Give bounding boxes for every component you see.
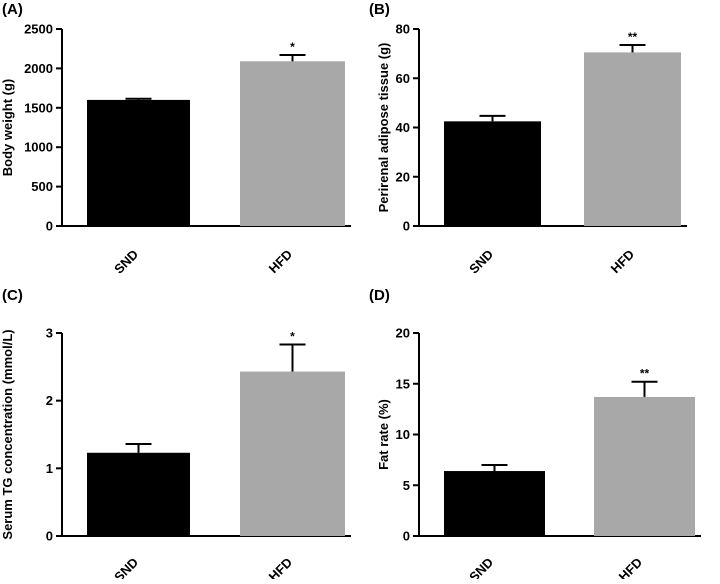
y-tick-label: 1500 [24, 100, 53, 115]
y-tick-label: 5 [403, 478, 410, 493]
bar-snd [87, 452, 190, 536]
panel-label: (B) [369, 1, 390, 18]
y-tick-label: 0 [46, 529, 53, 544]
panel-3: (D) 0 5 10 15 20 Fat rate (%) SND ** HFD [369, 287, 701, 584]
x-category-label: HFD [266, 555, 295, 579]
y-axis-title: Serum TG concentration (mmol/L) [0, 329, 15, 539]
y-tick-label: 80 [396, 22, 410, 37]
significance-marker: ** [640, 367, 650, 381]
y-axis-title: Fat rate (%) [376, 399, 391, 470]
panel-0: (A) 0 500 1000 1500 2000 2500 Body weight (g) SN… [0, 1, 351, 277]
y-axis-title: Perirenal adipose tissue (g) [376, 43, 391, 213]
y-tick-label: 2000 [24, 61, 53, 76]
bar-snd [444, 471, 545, 536]
bar-hfd [240, 371, 345, 536]
x-category-label: SND [111, 247, 141, 277]
panel-label: (D) [369, 287, 390, 304]
y-tick-label: 40 [396, 120, 410, 135]
y-tick-label: 1000 [24, 140, 53, 155]
x-category-label: HFD [608, 247, 637, 276]
bar-snd [444, 121, 541, 226]
x-category-label: HFD [616, 555, 645, 579]
y-tick-label: 3 [46, 326, 53, 341]
y-tick-label: 60 [396, 71, 410, 86]
x-category-label: SND [466, 555, 496, 579]
x-category-label: HFD [266, 247, 295, 276]
bar-snd [87, 99, 190, 226]
y-tick-label: 2 [46, 393, 53, 408]
significance-marker: * [290, 40, 295, 54]
significance-marker: * [290, 330, 295, 344]
y-tick-label: 2500 [24, 22, 53, 37]
bar-hfd [240, 61, 345, 226]
panel-label: (A) [2, 1, 23, 18]
y-tick-label: 0 [403, 219, 410, 234]
y-tick-label: 0 [403, 529, 410, 544]
x-category-label: SND [111, 555, 141, 579]
y-tick-label: 0 [46, 219, 53, 234]
x-category-label: SND [466, 247, 496, 277]
significance-marker: ** [628, 30, 638, 44]
bar-hfd [584, 52, 681, 226]
y-tick-label: 20 [396, 169, 410, 184]
panel-2: (C) 0 1 2 3 Serum TG concentration (mmol/L) SN… [0, 287, 351, 584]
y-tick-label: 1 [46, 461, 53, 476]
y-tick-label: 500 [31, 179, 53, 194]
panel-1: (B) 0 20 40 60 80 Perirenal adipose tissue (g)… [369, 1, 687, 277]
y-axis-title: Body weight (g) [0, 79, 15, 177]
bar-hfd [594, 396, 695, 536]
y-tick-label: 20 [396, 326, 410, 341]
y-tick-label: 10 [396, 427, 410, 442]
y-tick-label: 15 [396, 376, 410, 391]
panel-label: (C) [2, 287, 23, 304]
